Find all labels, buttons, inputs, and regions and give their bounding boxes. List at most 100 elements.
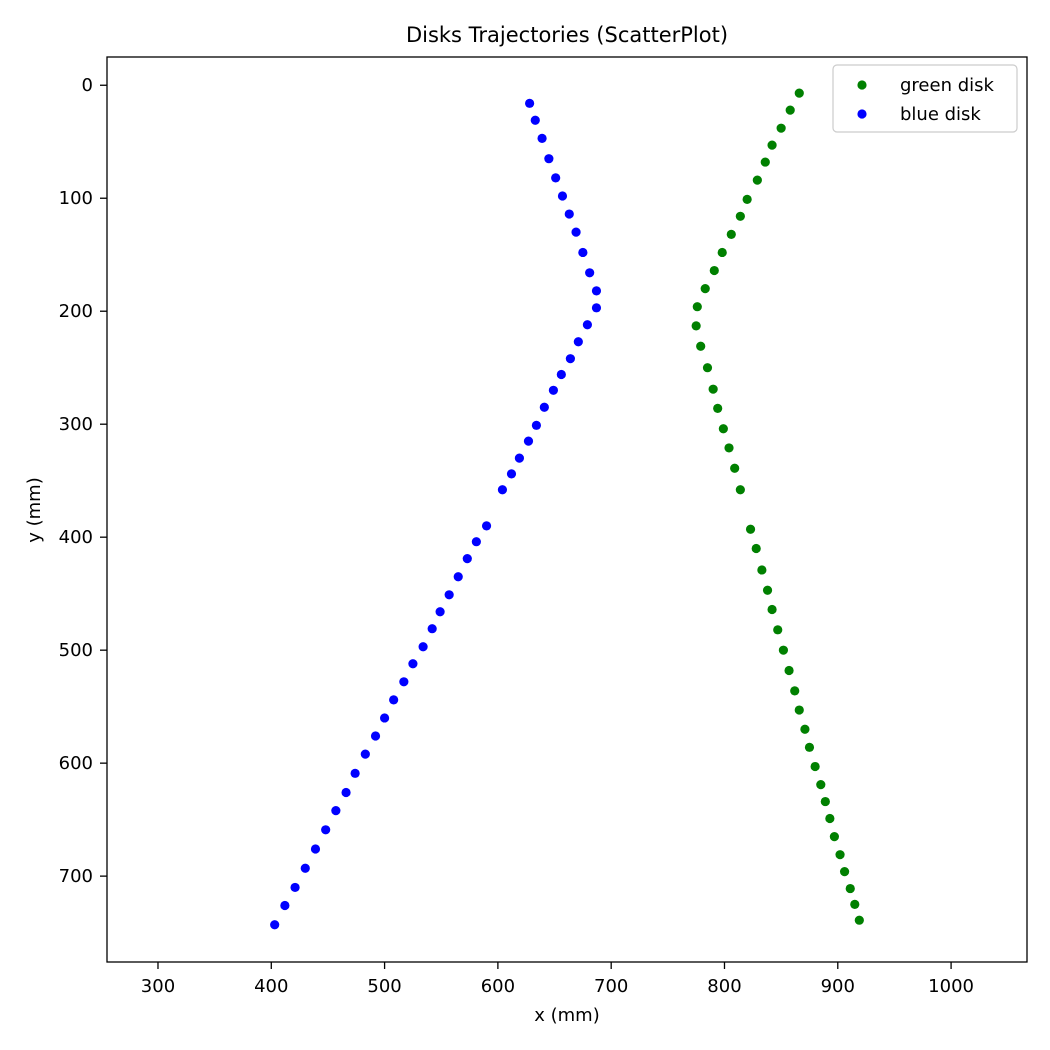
legend-marker bbox=[857, 109, 867, 119]
blue-disk-point bbox=[280, 900, 290, 911]
blue-disk-point bbox=[350, 768, 360, 778]
green-disk-point bbox=[718, 424, 728, 434]
x-tick-label: 1000 bbox=[928, 976, 974, 997]
x-tick-label: 600 bbox=[481, 976, 515, 997]
blue-disk-point bbox=[564, 209, 574, 219]
blue-disk-series bbox=[270, 98, 602, 930]
green-disk-point bbox=[735, 485, 745, 495]
blue-disk-point bbox=[565, 354, 575, 364]
blue-disk-point bbox=[514, 453, 525, 463]
green-disk-point bbox=[726, 229, 736, 239]
plot-area: 300 400 500 600 700 800 900 1000 0 100 200 300 400 50… bbox=[59, 56, 1028, 997]
legend-label: green disk bbox=[900, 75, 995, 96]
legend-label: blue disk bbox=[900, 104, 981, 125]
blue-disk-point bbox=[341, 787, 351, 798]
legend-marker bbox=[857, 80, 867, 90]
green-disk-point bbox=[691, 321, 701, 331]
legend: green disk blue disk bbox=[832, 64, 1018, 133]
blue-disk-point bbox=[571, 227, 581, 237]
blue-disk-point bbox=[331, 806, 341, 816]
y-tick-label: 500 bbox=[59, 640, 93, 661]
blue-disk-point bbox=[471, 537, 481, 547]
blue-disk-point bbox=[379, 713, 390, 723]
blue-disk-point bbox=[548, 385, 559, 395]
y-tick-label: 600 bbox=[59, 753, 93, 774]
green-disk-point bbox=[845, 883, 855, 894]
green-disk-point bbox=[696, 341, 706, 351]
green-disk-point bbox=[790, 686, 800, 696]
blue-disk-point bbox=[523, 436, 534, 446]
blue-disk-point bbox=[551, 173, 561, 183]
blue-disk-point bbox=[310, 844, 321, 854]
blue-disk-point bbox=[370, 731, 381, 741]
blue-disk-point bbox=[556, 369, 566, 380]
blue-disk-point bbox=[578, 247, 588, 258]
y-axis-title: y (mm) bbox=[24, 477, 45, 543]
green-disk-point bbox=[850, 899, 860, 909]
green-disk-point bbox=[820, 796, 830, 807]
blue-disk-point bbox=[539, 402, 549, 412]
x-tick-label: 500 bbox=[367, 976, 401, 997]
green-disk-point bbox=[700, 284, 710, 294]
blue-disk-point bbox=[270, 920, 280, 930]
blue-disk-point bbox=[290, 882, 300, 893]
chart-title: Disks Trajectories (ScatterPlot) bbox=[406, 23, 728, 47]
green-disk-point bbox=[760, 157, 770, 167]
blue-disk-point bbox=[418, 642, 428, 652]
green-disk-point bbox=[829, 831, 839, 842]
y-tick-label: 700 bbox=[59, 866, 93, 887]
green-disk-point bbox=[742, 194, 752, 204]
green-disk-point bbox=[835, 850, 845, 860]
blue-disk-point bbox=[389, 695, 399, 705]
y-tick-label: 300 bbox=[59, 414, 93, 435]
green-disk-point bbox=[735, 211, 745, 221]
blue-disk-point bbox=[427, 624, 437, 634]
green-disk-point bbox=[767, 140, 777, 150]
green-disk-point bbox=[800, 724, 810, 734]
blue-disk-point bbox=[531, 420, 542, 430]
y-tick-label: 100 bbox=[59, 188, 93, 209]
blue-disk-point bbox=[544, 154, 554, 164]
blue-disk-point bbox=[573, 337, 583, 347]
green-disk-point bbox=[784, 665, 794, 676]
x-axis-title: x (mm) bbox=[534, 1005, 600, 1026]
green-disk-point bbox=[776, 123, 786, 133]
x-tick-label: 800 bbox=[707, 976, 741, 997]
blue-disk-point bbox=[399, 677, 409, 687]
blue-disk-point bbox=[360, 749, 370, 759]
green-disk-point bbox=[825, 813, 835, 824]
green-disk-point bbox=[745, 524, 756, 534]
blue-disk-point bbox=[300, 863, 310, 873]
green-disk-point bbox=[810, 761, 820, 772]
blue-disk-point bbox=[506, 469, 517, 479]
x-tick-label: 900 bbox=[821, 976, 855, 997]
green-disk-point bbox=[702, 363, 713, 373]
green-disk-point bbox=[757, 565, 767, 575]
green-disk-point bbox=[717, 247, 727, 258]
x-tick-label: 300 bbox=[141, 976, 175, 997]
green-disk-point bbox=[713, 403, 723, 413]
legend-box bbox=[832, 64, 1018, 133]
blue-disk-point bbox=[462, 554, 472, 564]
x-tick-label: 400 bbox=[254, 976, 288, 997]
blue-disk-point bbox=[530, 115, 540, 125]
axes-frame bbox=[106, 56, 1028, 963]
blue-disk-point bbox=[497, 485, 508, 495]
green-disk-point bbox=[709, 265, 719, 276]
green-disk-point bbox=[762, 585, 773, 595]
green-disk-point bbox=[752, 175, 762, 185]
blue-disk-point bbox=[585, 268, 595, 278]
green-disk-point bbox=[816, 780, 826, 790]
green-disk-point bbox=[854, 915, 864, 925]
blue-disk-point bbox=[408, 659, 418, 669]
green-disk-point bbox=[730, 463, 740, 473]
blue-disk-point bbox=[591, 303, 602, 313]
green-disk-point bbox=[794, 705, 804, 715]
green-disk-series bbox=[691, 88, 864, 925]
blue-disk-point bbox=[444, 590, 454, 600]
y-tick-label: 200 bbox=[59, 301, 93, 322]
green-disk-point bbox=[839, 867, 850, 877]
